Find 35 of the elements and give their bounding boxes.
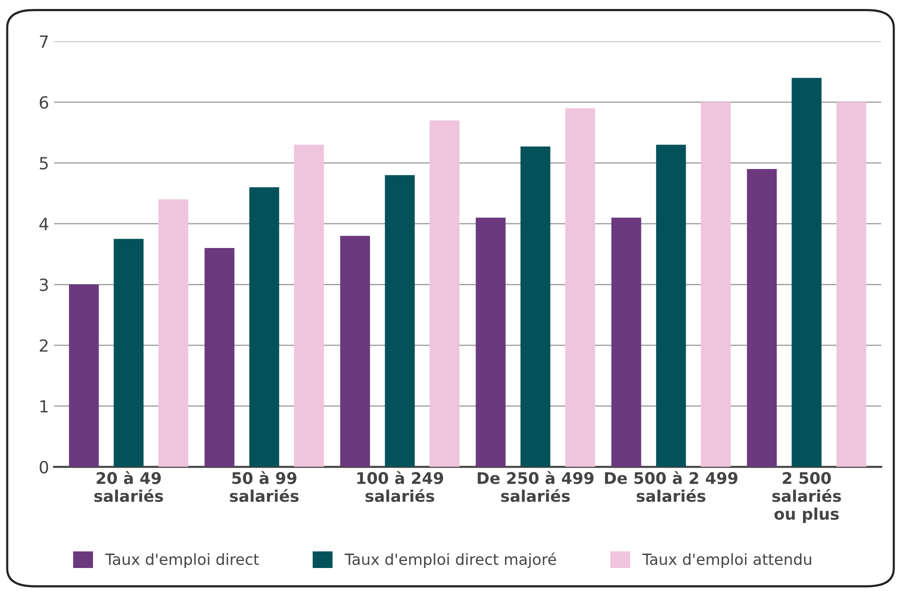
bar <box>384 175 415 467</box>
bar <box>476 218 506 467</box>
y-tick-label: 3 <box>40 278 48 292</box>
legend-label: Taux d'emploi direct <box>105 553 259 568</box>
legend-label: Taux d'emploi direct majoré <box>344 552 556 568</box>
y-tick-label: 2 <box>40 339 48 352</box>
y-tick-label: 7 <box>40 36 48 48</box>
bar <box>204 248 234 467</box>
bar <box>656 144 686 467</box>
x-tick-label: 50 à 99 salariés <box>230 471 299 502</box>
bar <box>792 78 822 467</box>
y-tick-label: 1 <box>40 400 48 412</box>
bar <box>340 236 370 467</box>
bar <box>700 102 731 467</box>
bar <box>68 284 99 467</box>
y-tick-label: 4 <box>39 218 48 230</box>
bar <box>836 102 866 467</box>
x-tick-label: 100 à 249 salariés <box>357 471 444 502</box>
bar <box>294 144 324 467</box>
bar <box>565 108 596 467</box>
bar <box>114 238 144 467</box>
y-tick-label: 5 <box>40 157 48 170</box>
y-tick-label: 0 <box>40 460 48 474</box>
bar <box>249 187 280 467</box>
bar <box>520 146 550 467</box>
bar <box>158 199 188 467</box>
x-tick-label: 2 500 salariés ou plus <box>772 472 841 523</box>
bar <box>611 218 642 467</box>
x-tick-label: De 250 à 499 salariés <box>478 471 594 502</box>
x-tick-label: De 500 à 2 499 salariés <box>605 471 738 502</box>
bar <box>430 120 460 467</box>
legend-label: Taux d'emploi attendu <box>642 553 812 568</box>
bar <box>746 169 777 467</box>
y-tick-label: 6 <box>40 96 48 109</box>
x-tick-label: 20 à 49 salariés <box>94 471 163 502</box>
